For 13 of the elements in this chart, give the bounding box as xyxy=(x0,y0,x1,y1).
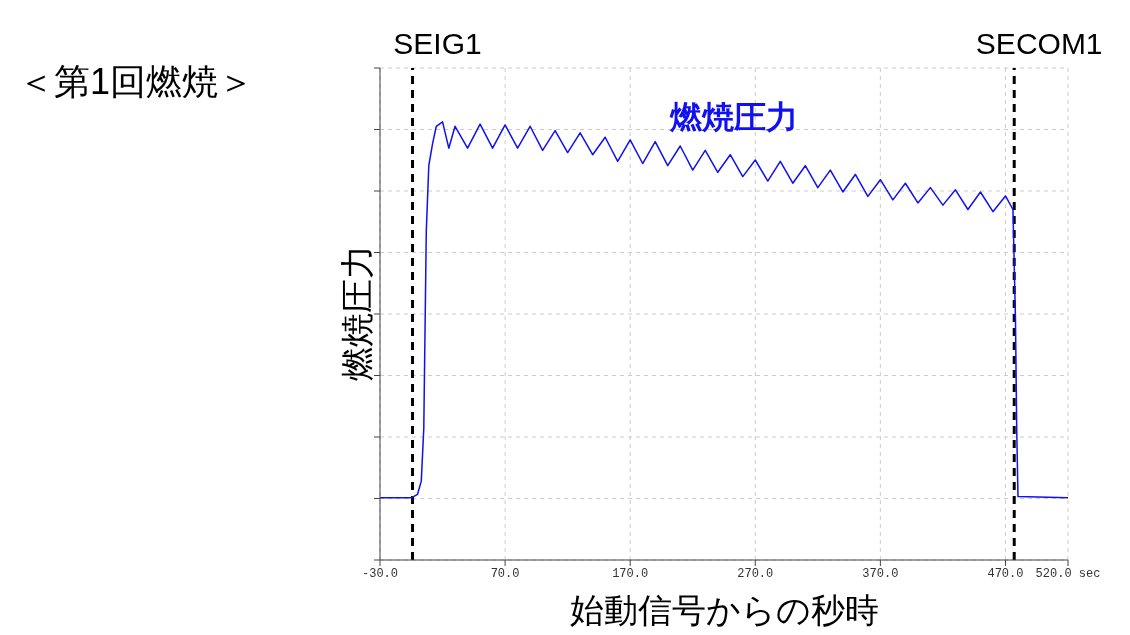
y-axis-title: 燃焼圧力 xyxy=(337,245,377,381)
x-tick-label: 470.0 xyxy=(987,566,1024,581)
x-tick-label: 70.0 xyxy=(490,566,520,581)
x-tick-label: 520.0 sec xyxy=(1035,566,1101,581)
series-label: 燃焼圧力 xyxy=(670,98,798,137)
chart-title: ＜第1回燃焼＞ xyxy=(18,60,255,104)
x-axis-title: 始動信号からの秒時 xyxy=(569,591,879,629)
x-tick-label: -30.0 xyxy=(361,566,399,581)
x-tick-label: 370.0 xyxy=(862,566,899,581)
ref-line-label: SECOM1 xyxy=(975,27,1103,60)
ref-line-label: SEIG1 xyxy=(393,27,482,60)
x-tick-label: 170.0 xyxy=(612,566,649,581)
x-tick-label: 270.0 xyxy=(737,566,774,581)
